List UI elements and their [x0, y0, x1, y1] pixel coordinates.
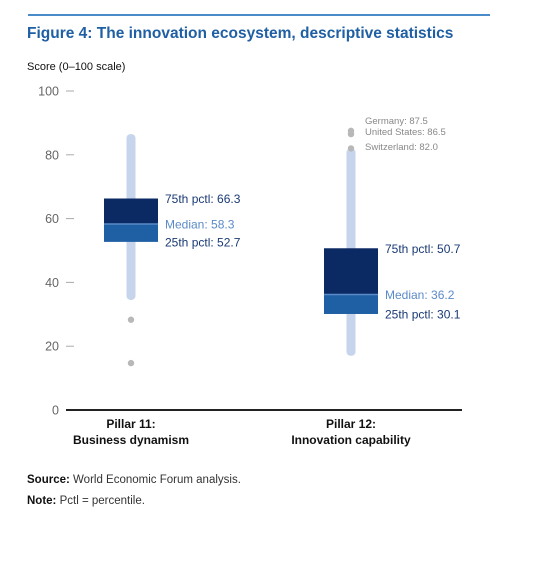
y-tick-label: 0	[52, 404, 59, 418]
q3-label: 75th pctl: 50.7	[385, 242, 461, 256]
category-label-line2: Innovation capability	[291, 433, 411, 447]
outlier-point	[127, 359, 135, 367]
y-tick-label: 20	[45, 340, 59, 354]
box-upper-quartile	[324, 248, 378, 295]
source-note: Source: World Economic Forum analysis.	[27, 474, 241, 486]
outlier-label: United States: 86.5	[365, 127, 446, 138]
figure-title: Figure 4: The innovation ecosystem, desc…	[27, 25, 454, 42]
note-text: Pctl = percentile.	[59, 495, 145, 507]
y-tick-label: 80	[45, 148, 59, 162]
outlier-label: Switzerland: 82.0	[365, 142, 438, 153]
outlier-point	[347, 130, 355, 138]
box-lower-quartile	[324, 294, 378, 314]
source-text: World Economic Forum analysis.	[73, 474, 241, 486]
q1-label: 25th pctl: 30.1	[385, 307, 461, 321]
category-label-line1: Pillar 12:	[326, 417, 376, 431]
y-axis-unit-label: Score (0–100 scale)	[27, 61, 126, 73]
top-rule	[28, 14, 490, 16]
y-tick-label: 60	[45, 212, 59, 226]
box-upper-quartile	[104, 198, 158, 225]
box-lower-quartile	[104, 224, 158, 242]
boxplot-chart: 0 20 40 60 80 100 75th pctl: 66.3 Median: 58.3 2…	[38, 85, 462, 447]
outlier-point	[347, 145, 355, 152]
outlier-point	[127, 316, 135, 323]
source-label: Source:	[27, 474, 70, 486]
note-label: Note:	[27, 495, 57, 507]
outlier-label: Germany: 87.5	[365, 116, 428, 127]
median-label: Median: 58.3	[165, 218, 235, 232]
y-tick-label: 40	[45, 276, 59, 290]
q1-label: 25th pctl: 52.7	[165, 235, 241, 249]
pctl-note: Note: Pctl = percentile.	[27, 495, 145, 507]
median-label: Median: 36.2	[385, 288, 455, 302]
q3-label: 75th pctl: 66.3	[165, 192, 241, 206]
category-label-line1: Pillar 11:	[106, 417, 155, 431]
y-tick-label: 100	[38, 85, 59, 99]
category-label-line2: Business dynamism	[73, 433, 189, 447]
